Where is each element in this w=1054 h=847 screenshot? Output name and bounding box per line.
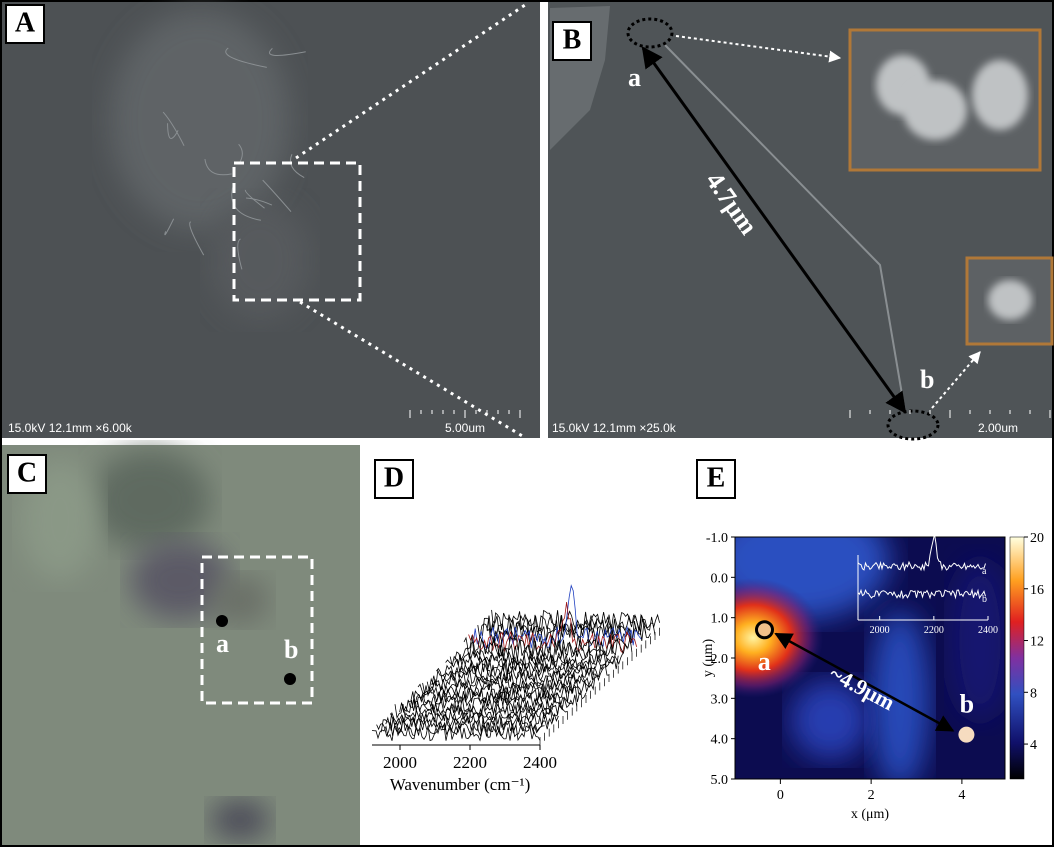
colorbar-tick-label: 12 — [1030, 635, 1044, 650]
inset-series-label: a — [982, 566, 987, 577]
panel-label: D — [384, 462, 404, 493]
y-axis-label: y (μm) — [701, 639, 716, 678]
point-label: b — [284, 635, 298, 664]
panel-label: E — [707, 462, 726, 493]
sem-texture — [210, 200, 310, 320]
inset-tick-label: 2400 — [978, 625, 998, 636]
figure: 15.0kV 12.1mm ×6.00k5.00umA4.7μmab15.0kV… — [0, 0, 1054, 847]
y-tick-label: 3.0 — [711, 692, 729, 707]
spot — [756, 622, 772, 638]
y-tick-label: 4.0 — [711, 733, 729, 748]
colorbar-tick-label: 16 — [1030, 583, 1044, 598]
x-tick-label: 2 — [868, 788, 875, 803]
point-label: a — [216, 629, 229, 658]
hot-spot — [683, 578, 823, 698]
x-tick-label: 2000 — [383, 753, 417, 772]
y-tick-label: -1.0 — [706, 531, 728, 546]
particle — [903, 80, 967, 140]
panel-label: B — [563, 24, 582, 55]
sem-texture — [110, 10, 290, 230]
spot — [958, 727, 974, 743]
point-label: a — [628, 63, 641, 92]
panel-label: C — [17, 457, 37, 488]
x-tick-label: 2400 — [523, 753, 557, 772]
colorbar-tick-label: 4 — [1030, 738, 1037, 753]
spot — [216, 615, 228, 627]
sem-info: 15.0kV 12.1mm ×25.0k — [552, 421, 677, 435]
y-tick-label: 1.0 — [711, 612, 729, 627]
x-tick-label: 0 — [777, 788, 784, 803]
spot — [284, 673, 296, 685]
y-tick-label: 5.0 — [711, 773, 729, 788]
x-tick-label: 4 — [958, 788, 965, 803]
point-label: b — [960, 689, 974, 718]
x-tick-label: 2200 — [453, 753, 487, 772]
optical-texture — [90, 450, 210, 550]
colorbar — [1010, 537, 1024, 779]
inset-series-label: b — [982, 594, 987, 605]
x-axis-label: Wavenumber (cm⁻¹) — [390, 775, 531, 794]
sem-info: 15.0kV 12.1mm ×6.00k — [8, 421, 133, 435]
optical-texture — [210, 800, 270, 840]
scale-text: 2.00um — [978, 421, 1018, 435]
point-label: a — [758, 647, 771, 676]
particle — [972, 60, 1028, 130]
colorbar-tick-label: 20 — [1030, 531, 1044, 546]
scale-text: 5.00um — [445, 421, 485, 435]
page: 15.0kV 12.1mm ×6.00k5.00umA4.7μmab15.0kV… — [0, 0, 1054, 847]
x-axis-label: x (μm) — [851, 807, 890, 822]
colorbar-tick-label: 8 — [1030, 686, 1037, 701]
panel-label: A — [15, 7, 36, 38]
y-tick-label: 0.0 — [711, 571, 729, 586]
inset-tick-label: 2200 — [924, 625, 944, 636]
point-label: b — [920, 365, 934, 394]
inset-tick-label: 2000 — [870, 625, 890, 636]
particle — [988, 280, 1032, 320]
